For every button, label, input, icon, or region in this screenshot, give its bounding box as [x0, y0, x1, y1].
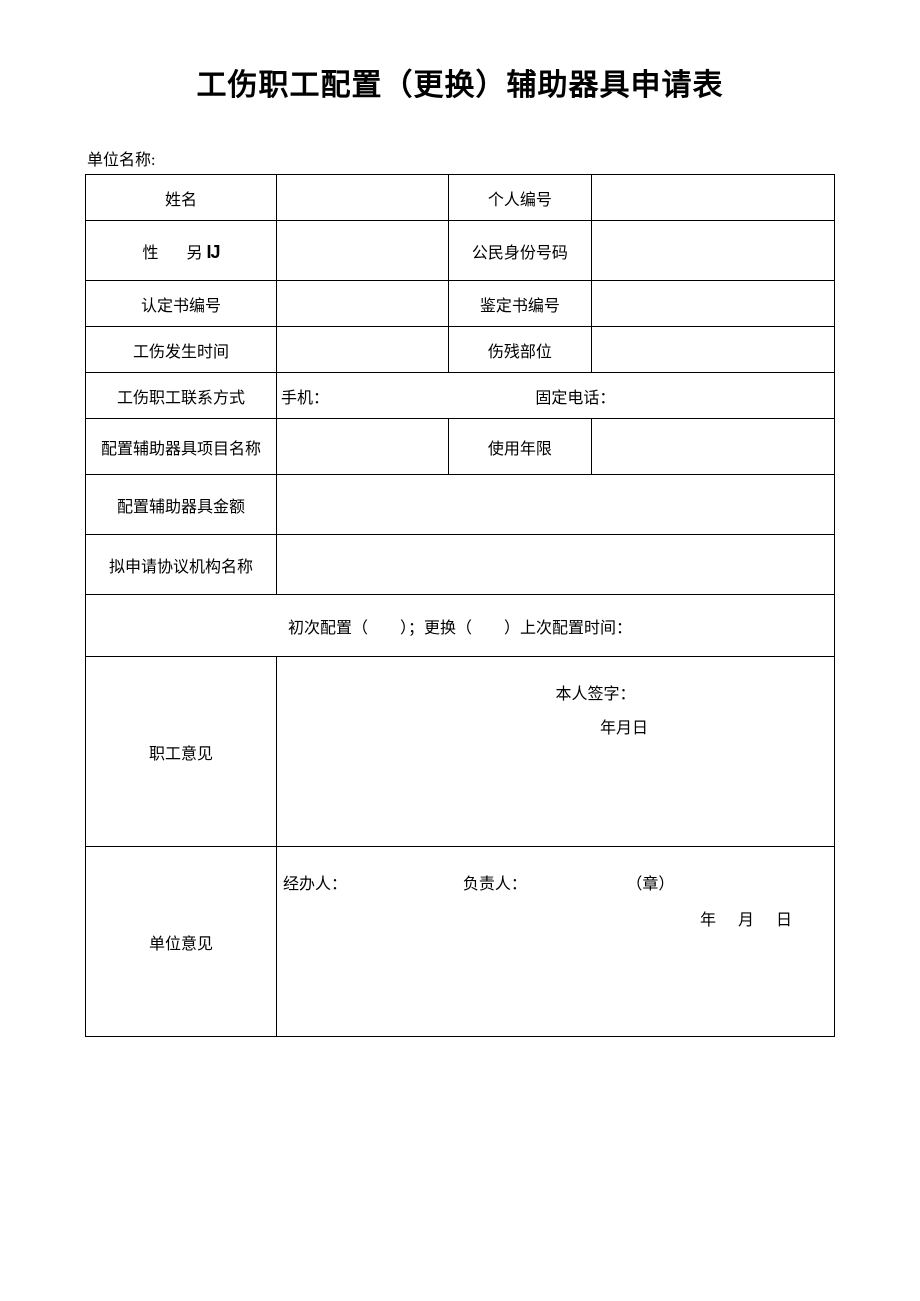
signature-label: 本人签字： — [555, 680, 635, 704]
worker-opinion-body: 本人签字： 年月日 — [276, 657, 834, 847]
label-personal-no: 个人编号 — [449, 175, 591, 221]
unit-name-label: 单位名称: — [85, 146, 835, 170]
label-name: 姓名 — [86, 175, 277, 221]
value-injury-time — [276, 327, 448, 373]
label-id-no: 公民身份号码 — [449, 221, 591, 281]
unit-date: 年月日 — [700, 906, 814, 930]
label-amount: 配置辅助器具金额 — [86, 475, 277, 535]
label-contact: 工伤职工联系方式 — [86, 373, 277, 419]
signature-date: 年月日 — [600, 714, 648, 738]
row-config-type: 初次配置（ ）；更换（ ）上次配置时间： — [86, 595, 835, 657]
config-type-line: 初次配置（ ）；更换（ ）上次配置时间： — [86, 595, 835, 657]
value-contact: 手机： 固定电话： — [276, 373, 834, 419]
application-form-page: 工伤职工配置（更换）辅助器具申请表 单位名称: 姓名 个人编号 性另 IJ 公民… — [0, 0, 920, 1037]
form-title: 工伤职工配置（更换）辅助器具申请表 — [85, 60, 835, 104]
value-appraisal-no — [591, 281, 834, 327]
value-personal-no — [591, 175, 834, 221]
row-name: 姓名 个人编号 — [86, 175, 835, 221]
handler-label: 经办人： — [283, 870, 463, 894]
value-device-name — [276, 419, 448, 475]
label-device-name: 配置辅助器具项目名称 — [86, 419, 277, 475]
label-mobile: 手机： — [281, 384, 535, 408]
value-cert-no — [276, 281, 448, 327]
value-injury-part — [591, 327, 834, 373]
row-amount: 配置辅助器具金额 — [86, 475, 835, 535]
row-cert: 认定书编号 鉴定书编号 — [86, 281, 835, 327]
application-table: 姓名 个人编号 性另 IJ 公民身份号码 认定书编号 鉴定书编号 工伤发生时间 … — [85, 174, 835, 1037]
row-device-name: 配置辅助器具项目名称 使用年限 — [86, 419, 835, 475]
label-appraisal-no: 鉴定书编号 — [449, 281, 591, 327]
row-injury-time: 工伤发生时间 伤残部位 — [86, 327, 835, 373]
label-life-years: 使用年限 — [449, 419, 591, 475]
label-unit-opinion: 单位意见 — [86, 847, 277, 1037]
label-gender: 性另 IJ — [86, 221, 277, 281]
stamp-label: （章） — [626, 870, 828, 894]
leader-label: 负责人： — [463, 870, 627, 894]
row-worker-opinion: 职工意见 本人签字： 年月日 — [86, 657, 835, 847]
value-org — [276, 535, 834, 595]
value-amount — [276, 475, 834, 535]
row-unit-opinion: 单位意见 经办人： 负责人： （章） 年月日 — [86, 847, 835, 1037]
unit-opinion-body: 经办人： 负责人： （章） 年月日 — [276, 847, 834, 1037]
row-gender: 性另 IJ 公民身份号码 — [86, 221, 835, 281]
value-gender — [276, 221, 448, 281]
label-org: 拟申请协议机构名称 — [86, 535, 277, 595]
label-worker-opinion: 职工意见 — [86, 657, 277, 847]
label-landline: 固定电话： — [535, 384, 834, 408]
value-name — [276, 175, 448, 221]
row-contact: 工伤职工联系方式 手机： 固定电话： — [86, 373, 835, 419]
value-life-years — [591, 419, 834, 475]
label-injury-part: 伤残部位 — [449, 327, 591, 373]
row-org: 拟申请协议机构名称 — [86, 535, 835, 595]
value-id-no — [591, 221, 834, 281]
label-cert-no: 认定书编号 — [86, 281, 277, 327]
label-injury-time: 工伤发生时间 — [86, 327, 277, 373]
